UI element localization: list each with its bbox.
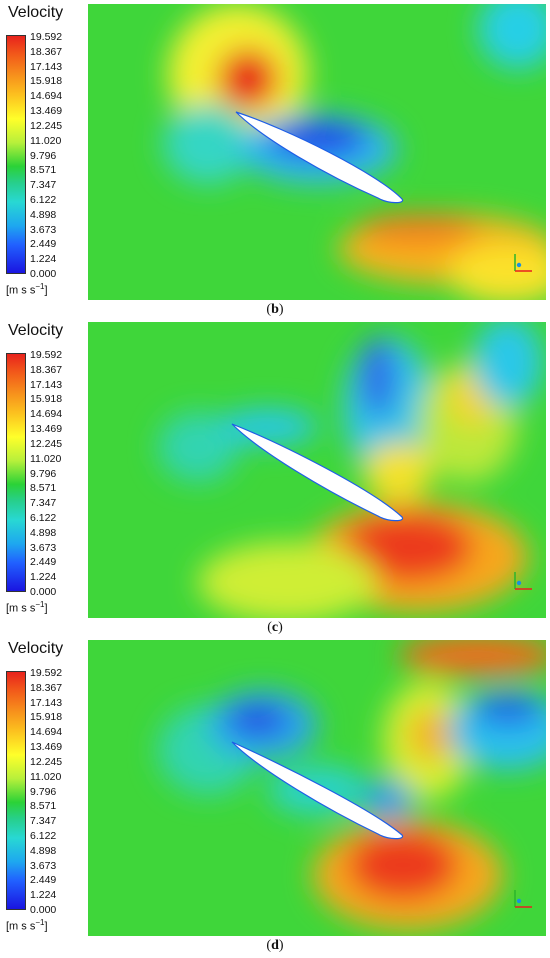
colorbar-tick-label: 0.000 [30,586,57,598]
colorbar-tick-label: 9.796 [30,467,57,480]
colorbar-tick-label: 11.020 [30,134,62,147]
colorbar-tick-label: 0.000 [30,904,57,916]
colorbar [6,671,26,910]
colorbar-tick-label: 14.694 [30,408,63,421]
caption-b: (b) [266,302,284,317]
colorbar-tick-label: 19.592 [30,667,63,679]
colorbar-tick-label: 9.796 [30,785,57,798]
caption-d: (d) [266,938,284,953]
colorbar-tick-label: 8.571 [30,164,57,177]
colorbar-tick-label: 7.347 [30,179,57,192]
airfoil-c [231,423,404,522]
colorbar-tick-label: 11.020 [30,770,62,783]
legend-title: Velocity [8,322,64,339]
colorbar-tick-label: 15.918 [30,393,63,406]
colorbar-tick-label: 12.245 [30,755,63,768]
colorbar-tick-label: 9.796 [30,149,57,162]
colorbar-tick-label: 6.122 [30,829,57,842]
colorbar-tick-label: 2.449 [30,556,57,569]
colorbar-tick-label: 6.122 [30,193,57,206]
colorbar-tick-label: 11.020 [30,452,62,465]
legend-title: Velocity [8,640,64,657]
colorbar-tick-label: 3.673 [30,223,57,236]
colorbar-tick-label: 17.143 [30,378,63,391]
caption-c: (c) [267,620,283,635]
colorbar-tick-label: 3.673 [30,541,57,554]
velocity-contour-c [88,322,546,618]
colorbar-tick-label: 6.122 [30,511,57,524]
colorbar [6,35,26,274]
airfoil-d [231,741,404,840]
colorbar-tick-label: 8.571 [30,800,57,813]
colorbar-tick-label: 14.694 [30,726,63,739]
velocity-legend: Velocity 19.592 18.367 17.143 15.918 14.694 1… [0,0,88,300]
colorbar-tick-label: 13.469 [30,423,63,436]
colorbar-tick-label: 19.592 [30,31,63,43]
colorbar-tick-label: 1.224 [30,253,57,266]
axis-triad-icon [514,254,532,272]
axis-triad-icon [514,890,532,908]
airfoil-b [235,111,404,204]
colorbar-tick-label: 18.367 [30,363,63,376]
legend-title: Velocity [8,4,64,21]
colorbar-tick-label: 18.367 [30,45,63,58]
velocity-legend: Velocity 19.592 18.367 17.143 15.918 14.694 1… [0,636,88,936]
colorbar-tick-label: 2.449 [30,874,57,887]
colorbar-tick-label: 19.592 [30,349,63,361]
unit-label: [m s s−1] [6,600,48,615]
colorbar-tick-label: 18.367 [30,681,63,694]
colorbar-tick-label: 17.143 [30,60,63,73]
colorbar-tick-label: 4.898 [30,526,57,539]
colorbar-tick-label: 14.694 [30,90,63,103]
colorbar-tick-label: 17.143 [30,696,63,709]
velocity-contour-b [88,4,546,300]
colorbar-tick-label: 1.224 [30,571,57,584]
panel-b: Velocity 19.592 18.367 17.143 15.918 14.694 1… [0,0,550,318]
colorbar-tick-label: 13.469 [30,741,63,754]
colorbar [6,353,26,592]
colorbar-tick-label: 1.224 [30,889,57,902]
unit-label: [m s s−1] [6,282,48,297]
colorbar-tick-label: 12.245 [30,437,63,450]
axis-triad-icon [514,572,532,590]
colorbar-tick-label: 7.347 [30,815,57,828]
colorbar-tick-label: 3.673 [30,859,57,872]
colorbar-tick-label: 12.245 [30,119,63,132]
colorbar-tick-label: 0.000 [30,268,57,280]
panel-c: Velocity 19.592 18.367 17.143 15.918 14.694 1… [0,318,550,636]
colorbar-tick-label: 7.347 [30,497,57,510]
colorbar-tick-label: 4.898 [30,844,57,857]
colorbar-tick-label: 15.918 [30,75,63,88]
colorbar-tick-label: 15.918 [30,711,63,724]
velocity-contour-d [88,640,546,936]
colorbar-tick-label: 8.571 [30,482,57,495]
colorbar-tick-label: 2.449 [30,238,57,251]
panel-d: Velocity 19.592 18.367 17.143 15.918 14.694 1… [0,636,550,954]
velocity-legend: Velocity 19.592 18.367 17.143 15.918 14.694 1… [0,318,88,618]
colorbar-tick-label: 13.469 [30,105,63,118]
unit-label: [m s s−1] [6,918,48,933]
colorbar-tick-label: 4.898 [30,208,57,221]
